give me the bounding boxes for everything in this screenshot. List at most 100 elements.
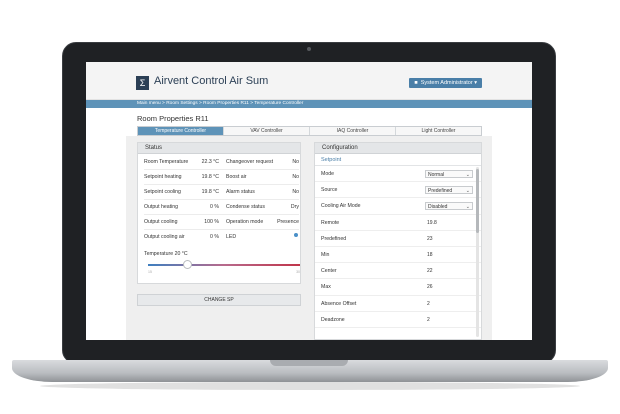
status-value: 19.8 °C: [201, 174, 219, 180]
config-label: Min: [321, 251, 330, 258]
divider: [144, 199, 299, 200]
status-title: Status: [138, 143, 300, 154]
user-icon: ■: [414, 80, 418, 86]
status-label: Setpoint heating: [144, 174, 182, 180]
config-row-absence-offset: Absence Offset 2: [315, 296, 481, 312]
config-row-source: Source Predefined ⌄: [315, 182, 481, 199]
config-label: Predefined: [321, 235, 347, 242]
chevron-down-icon: ⌄: [465, 172, 470, 178]
config-row-deadzone: Deadzone 2: [315, 312, 481, 328]
status-label: Output heating: [144, 204, 179, 210]
status-label: Alarm status: [226, 189, 255, 195]
status-row: Setpoint cooling 19.8 °C Alarm status No: [144, 188, 299, 197]
laptop-shadow: [40, 382, 580, 390]
divider: [144, 184, 299, 185]
temperature-slider-handle[interactable]: [183, 260, 192, 269]
config-row-predefined: Predefined 23: [315, 231, 481, 247]
status-label: Boost air: [226, 174, 247, 180]
absence-offset-input[interactable]: 2: [427, 300, 430, 307]
page-title: Room Properties R11: [137, 114, 209, 123]
slider-min-label: 15: [148, 270, 152, 274]
tab-light-controller[interactable]: Light Controller: [421, 128, 456, 134]
select-value: Disabled: [428, 204, 448, 211]
source-select[interactable]: Predefined ⌄: [425, 186, 473, 195]
status-row: Output cooling air 0 % LED: [144, 233, 299, 242]
status-row: Output cooling 100 % Operation mode Pres…: [144, 218, 299, 227]
status-row: Output heating 0 % Condense status Dry: [144, 203, 299, 212]
tab-temperature-controller[interactable]: Temperature Controller: [138, 127, 224, 135]
status-panel: Status Room Temperature 22.3 °C Changeov…: [137, 142, 301, 284]
status-value: No: [292, 174, 299, 180]
config-label: Cooling Air Mode: [321, 203, 361, 210]
mode-select[interactable]: Normal ⌄: [425, 170, 473, 178]
center-input[interactable]: 22: [427, 268, 433, 275]
status-value: 19.8 °C: [201, 189, 219, 195]
led-indicator-icon: [294, 233, 298, 237]
min-input[interactable]: 18: [427, 251, 433, 258]
deadzone-input[interactable]: 2: [427, 316, 430, 323]
user-menu-label: System Administrator: [420, 80, 473, 86]
status-value: 100 %: [204, 219, 219, 225]
app-content: Room Properties R11 Temperature Controll…: [86, 62, 532, 340]
max-input[interactable]: 26: [427, 284, 433, 291]
config-label: Absence Offset: [321, 300, 357, 307]
config-label: Mode: [321, 171, 334, 177]
status-label: LED: [226, 234, 237, 240]
user-menu-button[interactable]: ■ System Administrator ▾: [409, 78, 482, 88]
chevron-down-icon: ⌄: [465, 204, 470, 211]
status-value: 22.3 °C: [201, 159, 219, 165]
status-label: Output cooling: [144, 219, 178, 225]
configuration-panel: Configuration Setpoint Mode Normal ⌄ Sour…: [314, 142, 482, 340]
setpoint-section-header[interactable]: Setpoint: [315, 154, 481, 166]
laptop-base: [12, 360, 608, 382]
status-label: Changeover request: [226, 159, 274, 165]
config-label: Max: [321, 284, 331, 291]
config-label: Remote: [321, 219, 340, 226]
temperature-setpoint: Temperature 20 °C: [144, 251, 188, 257]
divider: [144, 214, 299, 215]
divider: [144, 229, 299, 230]
config-scrollbar-thumb[interactable]: [476, 169, 479, 233]
config-row-min: Min 18: [315, 247, 481, 264]
temperature-slider[interactable]: [148, 264, 300, 266]
status-label: Operation mode: [226, 219, 264, 225]
config-row-mode: Mode Normal ⌄: [315, 166, 481, 183]
config-row-cooling-air-mode: Cooling Air Mode Disabled ⌄: [315, 198, 481, 215]
config-label: Source: [321, 187, 338, 194]
change-sp-button[interactable]: CHANGE SP: [137, 294, 301, 306]
configuration-title: Configuration: [315, 143, 481, 154]
status-row: Room Temperature 22.3 °C Changeover requ…: [144, 158, 299, 167]
config-row-center: Center 22: [315, 263, 481, 280]
status-value: No: [292, 159, 299, 165]
cooling-air-mode-select[interactable]: Disabled ⌄: [425, 202, 473, 211]
config-label: Deadzone: [321, 316, 345, 323]
predefined-input[interactable]: 23: [427, 235, 433, 242]
status-value: Dry: [290, 204, 299, 210]
status-value: 0 %: [210, 234, 219, 240]
controller-tabs: Temperature Controller VAV Controller IA…: [137, 126, 482, 136]
config-scrollbar[interactable]: [476, 167, 479, 337]
sigma-logo-icon: Σ: [136, 76, 149, 90]
slider-max-label: 30: [296, 270, 300, 274]
app-title: Airvent Control Air Sum: [154, 75, 269, 87]
config-row-max: Max 26: [315, 279, 481, 296]
camera-icon: [307, 47, 311, 51]
tab-iaq-controller[interactable]: IAQ Controller: [310, 127, 396, 135]
laptop-notch: [270, 360, 348, 366]
config-label: Center: [321, 268, 337, 275]
remote-input[interactable]: 19.8: [427, 219, 437, 226]
status-value: Presence: [277, 219, 299, 225]
select-value: Normal: [428, 172, 445, 178]
temperature-label: Temperature: [144, 251, 174, 257]
breadcrumb[interactable]: Main menu > Room Settings > Room Propert…: [86, 100, 532, 108]
status-label: Room Temperature: [144, 159, 189, 165]
temperature-value: 20 °C: [174, 251, 188, 257]
status-row: Setpoint heating 19.8 °C Boost air No: [144, 173, 299, 182]
tab-vav-controller[interactable]: VAV Controller: [224, 127, 310, 135]
status-label: Output cooling air: [144, 234, 185, 240]
config-row-remote: Remote 19.8: [315, 215, 481, 231]
status-label: Setpoint cooling: [144, 189, 181, 195]
status-value: No: [292, 189, 299, 195]
caret-down-icon: ▾: [472, 80, 477, 86]
